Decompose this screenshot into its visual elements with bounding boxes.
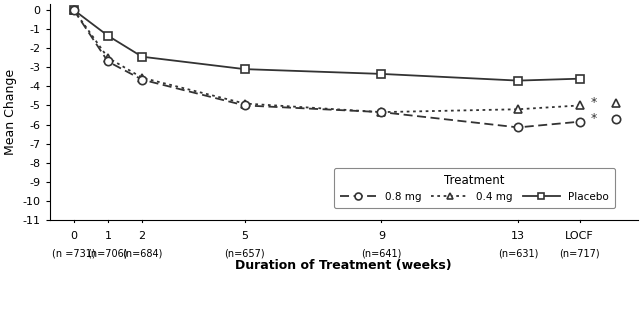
Text: (n=641): (n=641)	[361, 249, 402, 259]
Text: 13: 13	[511, 231, 525, 241]
Text: 0: 0	[70, 231, 77, 241]
Text: Duration of Treatment (weeks): Duration of Treatment (weeks)	[236, 259, 452, 272]
Legend: 0.8 mg, 0.4 mg, Placebo: 0.8 mg, 0.4 mg, Placebo	[334, 168, 615, 208]
Text: LOCF: LOCF	[566, 231, 594, 241]
Text: 5: 5	[241, 231, 248, 241]
Text: (n=631): (n=631)	[498, 249, 539, 259]
Text: 9: 9	[378, 231, 385, 241]
Text: (n=684): (n=684)	[122, 249, 162, 259]
Text: (n=706): (n=706)	[87, 249, 128, 259]
Text: (n =731): (n =731)	[52, 249, 96, 259]
Text: (n=717): (n=717)	[559, 249, 600, 259]
Y-axis label: Mean Change: Mean Change	[4, 69, 17, 155]
Text: (n=657): (n=657)	[224, 249, 265, 259]
Text: *: *	[590, 96, 596, 109]
Text: 1: 1	[105, 231, 111, 241]
Text: 2: 2	[139, 231, 146, 241]
Text: *: *	[590, 112, 596, 125]
